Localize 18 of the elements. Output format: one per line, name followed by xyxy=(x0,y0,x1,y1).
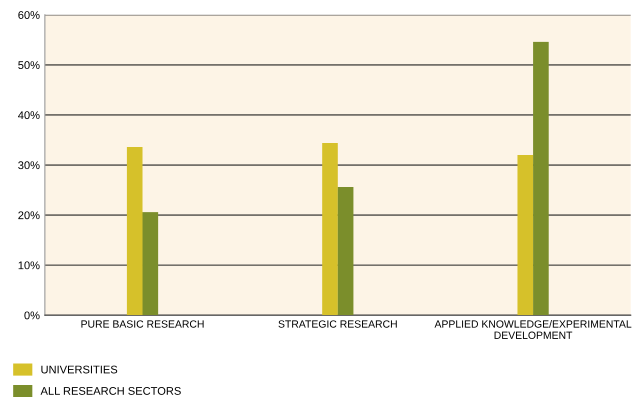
legend-label: UNIVERSITIES xyxy=(41,366,118,374)
y-tick-label: 40% xyxy=(18,111,40,120)
bar xyxy=(322,142,338,316)
y-tick-label: 10% xyxy=(18,261,40,270)
y-tick-label: 20% xyxy=(18,211,40,220)
bar xyxy=(142,212,158,316)
bar xyxy=(126,146,143,316)
bar xyxy=(338,187,354,316)
legend-label: ALL RESEARCH SECTORS xyxy=(40,387,181,395)
y-tick-label: 60% xyxy=(18,11,40,19)
bar xyxy=(517,155,534,316)
y-tick-label: 0% xyxy=(24,311,40,320)
x-tick-label: PURE BASIC RESEARCH xyxy=(81,320,204,328)
y-tick-label: 30% xyxy=(18,161,40,170)
bar xyxy=(533,42,549,316)
y-tick-label: 50% xyxy=(18,61,40,70)
x-tick-label: STRATEGIC RESEARCH xyxy=(278,320,397,328)
x-tick-label: APPLIED KNOWLEDGE/EXPERIMENTAL DEVELOPMENT xyxy=(434,320,632,339)
